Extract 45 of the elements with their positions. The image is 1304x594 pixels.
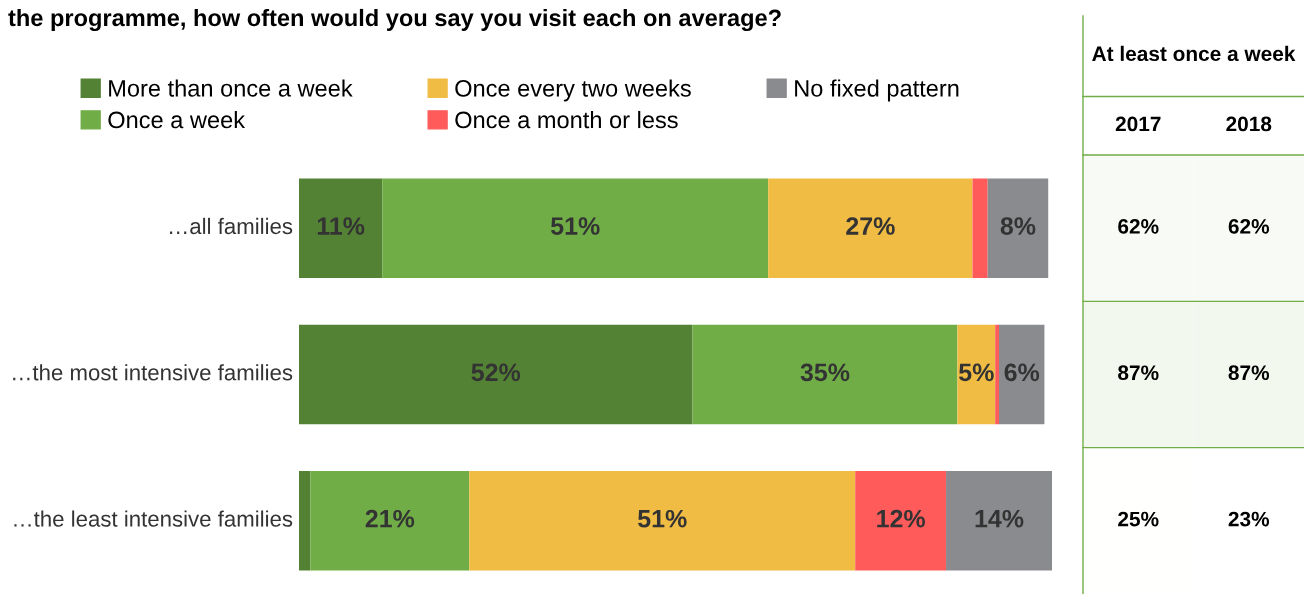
bar	[999, 324, 1045, 425]
legend-label: Once a month or less	[455, 110, 678, 129]
bar	[768, 178, 973, 278]
bar	[299, 471, 311, 571]
legend-label: Once a week	[108, 110, 246, 129]
data-label: 62%	[1228, 219, 1270, 234]
bar	[972, 178, 988, 278]
data-label: 51%	[550, 217, 600, 235]
legend-label: More than once a week	[109, 79, 353, 97]
data-label: 51%	[638, 509, 687, 528]
data-label: 11%	[317, 217, 365, 235]
data-label: 21%	[365, 509, 415, 528]
bar	[469, 471, 856, 571]
y-tick-label: …the most intensive families	[13, 364, 293, 381]
data-label: 87%	[1228, 365, 1270, 381]
data-label: 87%	[1118, 365, 1159, 381]
x-tick-label: 2017	[1115, 116, 1161, 132]
y-tick-label: …the least intensive families	[14, 510, 293, 527]
chart-title: At least once a week	[1092, 45, 1296, 62]
data-label: 52%	[471, 363, 521, 382]
bar	[382, 178, 769, 278]
data-label: 14%	[975, 509, 1024, 528]
data-label: 8%	[1000, 217, 1036, 235]
data-label: 6%	[1004, 363, 1040, 382]
bar	[987, 178, 1049, 278]
data-label: 35%	[800, 363, 850, 382]
y-tick-label: …all families	[170, 217, 293, 235]
bar	[946, 471, 1052, 571]
bar	[855, 471, 947, 571]
data-label: 62%	[1118, 219, 1159, 234]
bar	[995, 324, 1000, 425]
x-tick-label: 2018	[1226, 116, 1272, 132]
data-label: 5%	[959, 363, 994, 382]
bar	[957, 324, 996, 425]
bar	[692, 324, 958, 425]
data-label: 23%	[1228, 511, 1270, 527]
bar	[299, 324, 693, 425]
data-label: 25%	[1118, 511, 1159, 527]
data-label: 27%	[846, 217, 895, 235]
data-label: 12%	[877, 509, 925, 528]
chart-title: the programme, how often would you say you visit each on average?	[8, 8, 781, 32]
bar	[299, 178, 383, 278]
legend-label: Once every two weeks	[455, 79, 691, 102]
bar	[310, 471, 470, 571]
legend-label: No fixed pattern	[795, 79, 959, 102]
